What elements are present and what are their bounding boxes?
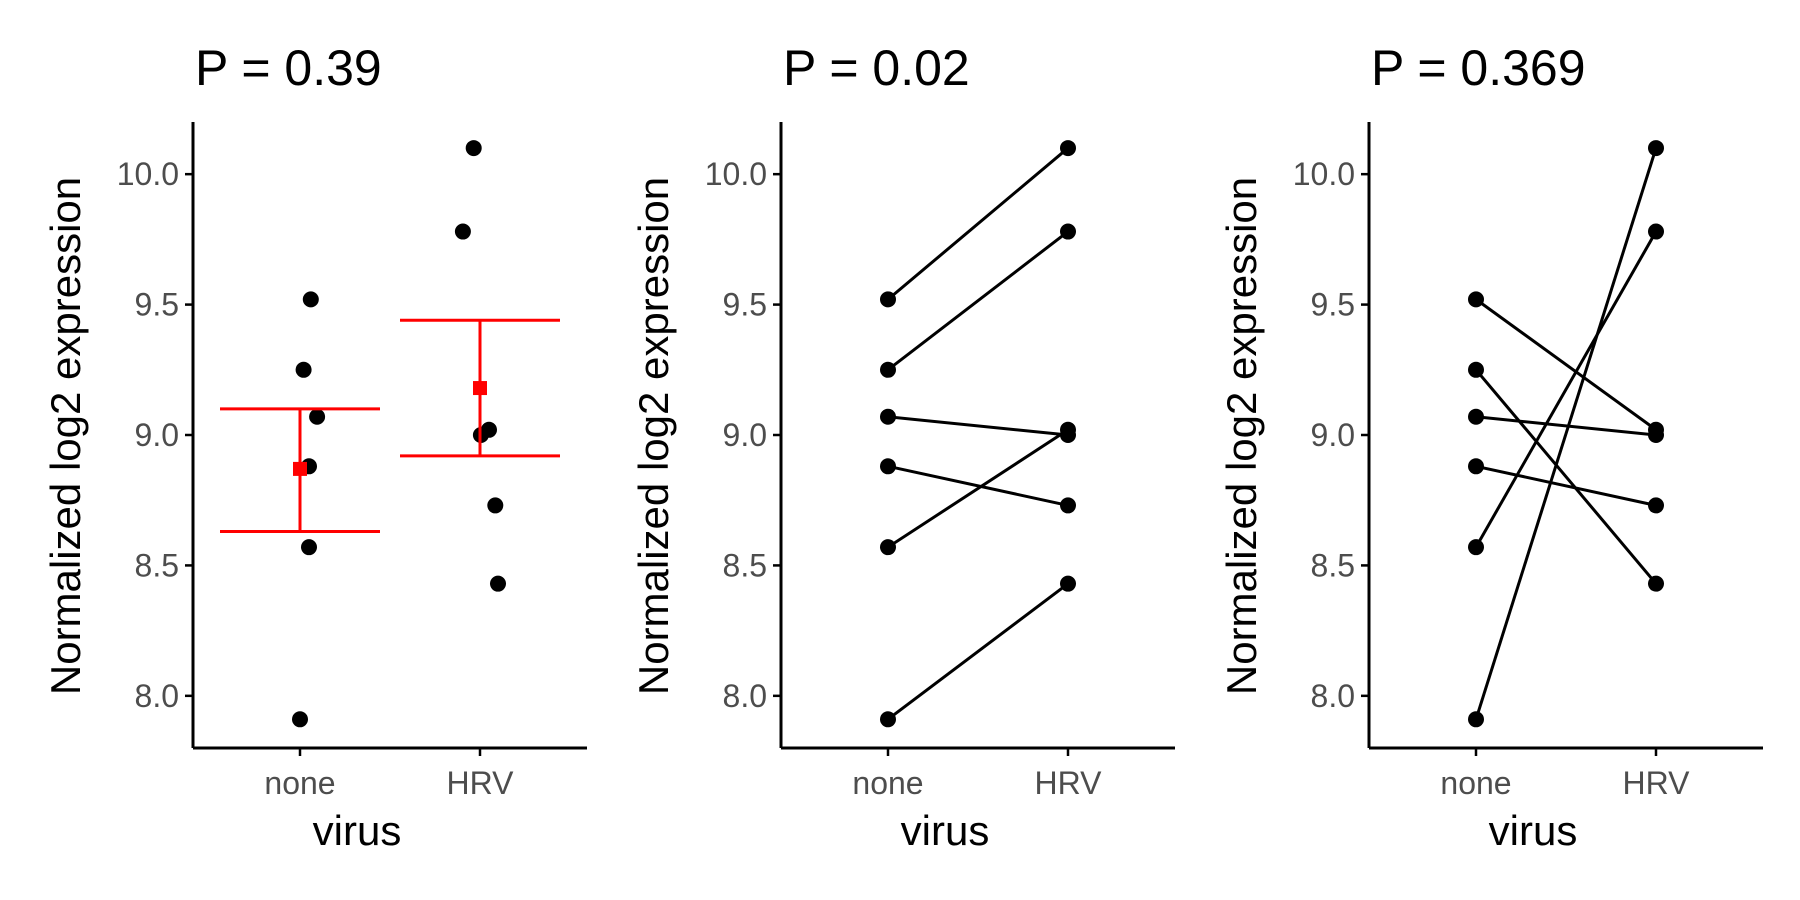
panel-paired-lines: P = 0.02 Normalized log2 expression viru…	[630, 40, 1175, 854]
y-tick-label: 8.0	[1311, 678, 1355, 714]
y-tick-label: 8.5	[1311, 547, 1355, 583]
data-point-none	[1468, 408, 1484, 425]
y-tick-label: 9.5	[1311, 287, 1355, 323]
pair-line	[887, 428, 1069, 549]
y-tick-label: 10.0	[705, 156, 767, 192]
y-axis-title: Normalized log2 expression	[1218, 177, 1265, 695]
plot-area: 8.0 8.5 9.0 9.5 10.0 none HRV	[705, 122, 1175, 801]
data-point	[454, 223, 471, 240]
x-tick-label: none	[1440, 765, 1511, 801]
data-point-none	[880, 361, 896, 378]
pair-line	[887, 582, 1069, 721]
data-point	[301, 539, 317, 556]
mean-marker	[293, 461, 307, 476]
data-point-none	[880, 408, 896, 425]
data-point-none	[880, 458, 896, 475]
data-point-none	[1468, 711, 1484, 728]
x-tick-label: HRV	[1623, 765, 1691, 801]
data-point-hrv	[1648, 223, 1664, 240]
x-tick-label: HRV	[447, 765, 515, 801]
data-point	[490, 575, 506, 592]
x-axis-title: virus	[1489, 807, 1578, 854]
y-tick-label: 8.0	[723, 678, 767, 714]
panel-title: P = 0.39	[195, 40, 382, 96]
data-point-hrv	[1648, 140, 1664, 157]
y-axis-title: Normalized log2 expression	[630, 177, 677, 695]
pair-line	[1474, 368, 1658, 585]
data-point-hrv	[1060, 497, 1076, 514]
x-axis-title: virus	[313, 807, 402, 854]
data-point-none	[1468, 458, 1484, 475]
data-point	[465, 140, 482, 157]
data-point-hrv	[1060, 421, 1076, 438]
pair-line	[887, 230, 1069, 371]
y-tick-label: 9.0	[135, 417, 179, 453]
data-point-hrv	[1060, 575, 1076, 592]
data-point	[309, 408, 326, 425]
y-tick-label: 9.0	[723, 417, 767, 453]
data-point-none	[1468, 361, 1484, 378]
panel-title: P = 0.369	[1371, 40, 1586, 96]
data-point-hrv	[1648, 575, 1664, 592]
data-point-hrv	[1060, 140, 1076, 157]
x-axis-title: virus	[901, 807, 990, 854]
pair-line	[887, 415, 1069, 437]
mean-marker	[473, 381, 487, 396]
y-tick-label: 9.5	[723, 287, 767, 323]
data-point	[292, 711, 308, 728]
pair-line	[1475, 298, 1657, 431]
y-axis-title: Normalized log2 expression	[42, 177, 89, 695]
pair-line	[1474, 147, 1658, 720]
data-point-none	[1468, 291, 1484, 308]
data-point-none	[1468, 539, 1484, 556]
x-tick-label: none	[264, 765, 335, 801]
data-point	[302, 291, 319, 308]
pair-line	[1474, 230, 1658, 548]
panel-shuffled-lines: P = 0.369 Normalized log2 expression vir…	[1218, 40, 1763, 854]
x-tick-label: none	[852, 765, 923, 801]
data-point	[481, 421, 497, 438]
y-tick-label: 10.0	[1293, 156, 1355, 192]
data-point-hrv	[1060, 223, 1076, 240]
y-tick-label: 9.5	[135, 287, 179, 323]
data-point	[295, 361, 312, 378]
y-tick-label: 10.0	[117, 156, 179, 192]
data-point-none	[880, 291, 896, 308]
plot-area: 8.0 8.5 9.0 9.5 10.0 none HRV	[1293, 122, 1763, 801]
data-point-none	[880, 539, 896, 556]
pair-line	[887, 464, 1069, 507]
x-tick-label: HRV	[1035, 765, 1103, 801]
y-tick-label: 8.0	[135, 678, 179, 714]
y-tick-label: 9.0	[1311, 417, 1355, 453]
y-tick-label: 8.5	[723, 547, 767, 583]
plot-area: 8.0 8.5 9.0 9.5 10.0 none HRV	[117, 122, 587, 801]
pair-line	[1475, 415, 1657, 437]
data-point-hrv	[1648, 427, 1664, 443]
y-tick-label: 8.5	[135, 547, 179, 583]
pair-line	[887, 146, 1069, 301]
data-point-none	[880, 711, 896, 728]
pair-line	[1475, 464, 1657, 507]
data-point	[487, 497, 504, 514]
panel-unpaired-mean-ci: P = 0.39 Normalized log2 expression viru…	[42, 40, 587, 854]
data-point-hrv	[1648, 497, 1664, 514]
panel-title: P = 0.02	[783, 40, 970, 96]
